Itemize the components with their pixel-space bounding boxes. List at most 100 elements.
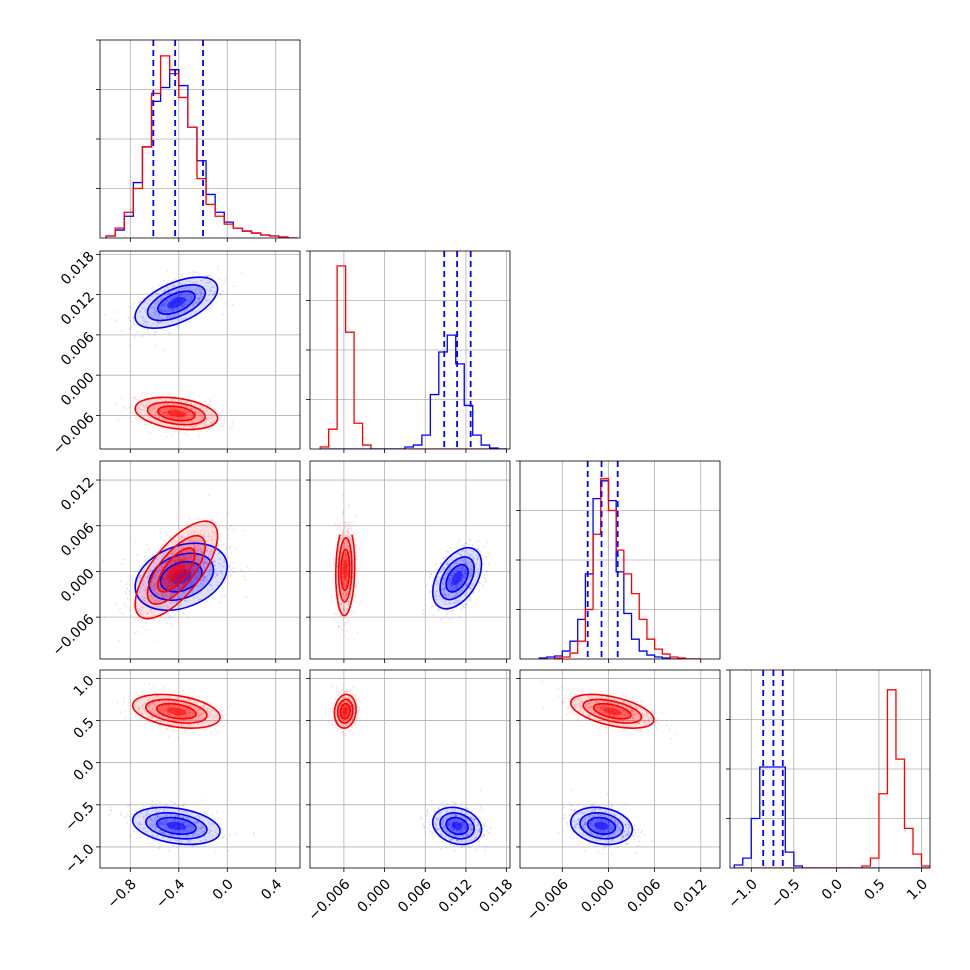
scatter-point <box>193 547 196 550</box>
scatter-point <box>331 579 333 581</box>
scatter-point <box>188 516 191 519</box>
scatter-point <box>143 301 146 303</box>
scatter-point <box>182 689 185 692</box>
scatter-point <box>164 705 167 708</box>
scatter-point <box>180 586 183 588</box>
scatter-point <box>188 280 191 283</box>
scatter-point <box>468 561 471 563</box>
scatter-point <box>182 829 185 832</box>
scatter-point <box>346 532 349 534</box>
scatter-point <box>345 558 348 560</box>
scatter-point <box>173 308 176 311</box>
scatter-point <box>144 560 146 563</box>
scatter-point <box>341 563 344 566</box>
scatter-point <box>175 601 178 604</box>
scatter-point <box>464 558 466 560</box>
scatter-point <box>190 313 193 315</box>
scatter-point <box>345 595 347 598</box>
scatter-point <box>158 415 161 418</box>
scatter-point <box>350 592 352 595</box>
scatter-point <box>172 601 175 604</box>
scatter-point <box>187 709 190 711</box>
scatter-point <box>171 551 174 554</box>
scatter-point <box>142 316 145 318</box>
scatter-point <box>205 418 208 421</box>
scatter-point <box>346 564 349 566</box>
scatter-point <box>161 543 164 546</box>
scatter-point <box>190 403 193 406</box>
scatter-point <box>153 600 156 602</box>
scatter-point <box>455 561 458 564</box>
scatter-point <box>343 609 345 611</box>
scatter-point <box>167 587 170 590</box>
scatter-point <box>185 829 188 831</box>
scatter-point <box>198 816 201 818</box>
scatter-point <box>444 600 446 603</box>
scatter-point <box>148 820 150 823</box>
scatter-point <box>151 598 154 601</box>
scatter-point <box>165 577 168 580</box>
scatter-point <box>188 539 190 542</box>
scatter-point <box>179 603 182 606</box>
scatter-point <box>203 825 206 828</box>
scatter-point <box>232 567 235 570</box>
scatter-point <box>124 407 127 409</box>
scatter-point <box>220 411 223 414</box>
scatter-point <box>447 580 450 583</box>
scatter-point <box>172 553 175 556</box>
scatter-point <box>151 307 153 309</box>
scatter-point <box>477 573 479 576</box>
scatter-point <box>201 729 204 731</box>
scatter-point <box>454 586 456 589</box>
scatter-point <box>174 715 177 717</box>
scatter-point <box>169 553 171 555</box>
scatter-point <box>344 546 346 549</box>
scatter-point <box>162 596 165 599</box>
scatter-point <box>140 574 142 577</box>
scatter-point <box>434 595 436 598</box>
scatter-point <box>462 565 465 568</box>
scatter-point <box>341 571 344 574</box>
scatter-point <box>185 708 188 710</box>
scatter-point <box>169 406 171 409</box>
scatter-point <box>142 319 145 322</box>
scatter-point <box>178 294 181 296</box>
scatter-point <box>184 557 187 560</box>
scatter-point <box>190 549 192 552</box>
scatter-point <box>182 592 185 594</box>
scatter-point <box>346 621 349 624</box>
scatter-point <box>470 561 473 564</box>
scatter-point <box>195 822 197 824</box>
scatter-point <box>180 594 183 597</box>
scatter-point <box>165 423 168 426</box>
scatter-point <box>448 585 451 588</box>
scatter-point <box>459 567 462 570</box>
scatter-point <box>160 587 162 590</box>
scatter-point <box>210 289 213 292</box>
scatter-point <box>154 413 157 416</box>
scatter-point <box>202 706 205 709</box>
scatter-point <box>205 728 208 731</box>
scatter-point <box>343 609 346 611</box>
scatter-point <box>207 299 210 302</box>
scatter-point <box>195 845 198 848</box>
scatter-point <box>181 720 183 722</box>
scatter-point <box>342 608 344 610</box>
background-layer <box>100 40 930 868</box>
scatter-point <box>162 824 165 826</box>
scatter-point <box>196 414 199 417</box>
scatter-point <box>159 708 162 711</box>
scatter-point <box>122 406 125 408</box>
scatter-point <box>436 590 439 593</box>
scatter-point <box>197 717 200 720</box>
scatter-point <box>457 592 460 594</box>
scatter-point <box>214 714 217 717</box>
scatter-point <box>196 730 199 733</box>
scatter-point <box>214 531 217 534</box>
scatter-point <box>144 589 147 592</box>
scatter-point <box>469 539 472 542</box>
scatter-point <box>224 415 226 418</box>
scatter-point <box>157 283 160 286</box>
scatter-point <box>442 584 445 586</box>
scatter-point <box>205 421 208 424</box>
